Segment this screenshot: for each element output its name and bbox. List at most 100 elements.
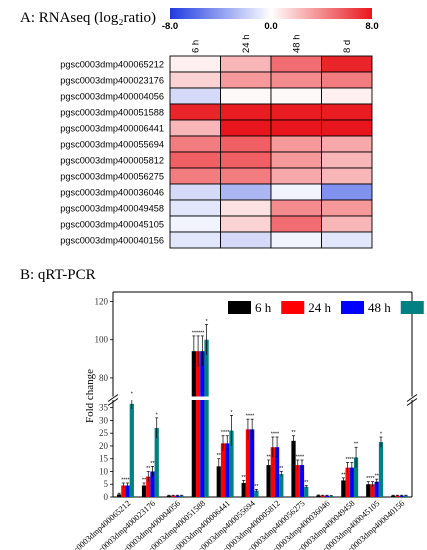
heatmap-row-label: pgsc0003dmp400004056 (60, 91, 164, 101)
y-axis-title: Fold change (84, 369, 96, 423)
heatmap-cell (220, 167, 272, 185)
significance-mark: ** (304, 480, 309, 486)
heatmap-cell (270, 215, 322, 233)
bar (374, 481, 379, 497)
y-tick-label: 80 (99, 373, 109, 383)
significance-mark: ** (146, 466, 151, 472)
heatmap-cell (270, 135, 322, 153)
heatmap-cell (321, 103, 373, 121)
legend-swatch (400, 301, 424, 314)
heatmap-cell (270, 103, 322, 121)
heatmap-cell (321, 231, 373, 249)
heatmap-cell (270, 119, 322, 137)
bar (399, 495, 404, 497)
heatmap-cell (321, 167, 373, 185)
significance-mark: ** (300, 454, 305, 460)
bar (391, 495, 396, 497)
significance-mark: ** (125, 477, 130, 483)
heatmap-cell (270, 71, 322, 89)
heatmap-row-label: pgsc0003dmp400049458 (60, 203, 164, 213)
significance-mark: ** (200, 330, 205, 336)
bar (378, 442, 384, 497)
bar (245, 429, 251, 497)
heatmap-cell (169, 135, 221, 153)
heatmap-cell (169, 151, 221, 169)
axis-break-mark (107, 394, 119, 402)
heatmap-cell (169, 55, 221, 73)
bar (129, 403, 134, 497)
significance-mark: * (131, 392, 134, 398)
significance-mark: ** (271, 432, 276, 438)
bar (299, 465, 305, 497)
bar (341, 480, 346, 497)
bar (250, 429, 255, 497)
bar (291, 440, 296, 497)
heatmap-cell (321, 215, 373, 233)
significance-mark: ** (375, 474, 380, 480)
significance-mark: ** (221, 430, 226, 436)
bar (274, 447, 280, 497)
heatmap-cell (321, 87, 373, 105)
significance-mark: ** (279, 466, 284, 472)
significance-mark: ** (250, 414, 255, 420)
significance-mark: ** (142, 477, 147, 483)
heatmap-row-label: pgsc0003dmp400055694 (60, 139, 164, 149)
heatmap-cell (321, 135, 373, 153)
heatmap: 6 h 24 h 48 h 8 d pgsc0003dmp400065212 pgsc00… (60, 35, 373, 249)
heatmap-cell (270, 55, 322, 73)
panel-b-title: B: qRT-PCR (20, 267, 96, 283)
bar (225, 443, 230, 497)
significance-mark: ** (217, 453, 222, 459)
heatmap-cell (321, 55, 373, 73)
heatmap-row-label: pgsc0003dmp400006441 (60, 123, 164, 133)
y-tick-label: 100 (95, 335, 109, 345)
bar (324, 495, 330, 497)
bar (150, 471, 155, 497)
heatmap-col-label: 24 h (241, 35, 252, 54)
significance-mark: ** (350, 457, 355, 463)
heatmap-row-label: pgsc0003dmp400040156 (60, 235, 164, 245)
significance-mark: ** (150, 461, 155, 467)
heatmap-cell (220, 199, 272, 217)
heatmap-cell (220, 215, 272, 233)
y-tick-label: 0 (104, 492, 109, 502)
bar (154, 428, 159, 497)
bar (191, 351, 196, 497)
y-tick-label: 15 (99, 454, 109, 464)
axis-break-mark (107, 398, 119, 406)
heatmap-cell (270, 167, 322, 185)
bar (254, 490, 259, 497)
bar (270, 447, 275, 497)
heatmap-row-label: pgsc0003dmp400065212 (60, 59, 164, 69)
significance-mark: ** (254, 484, 259, 490)
scale-max-label: 8.0 (365, 21, 378, 32)
bar (266, 465, 271, 497)
y-tick-label: 10 (99, 466, 109, 476)
bar (366, 484, 371, 497)
axis-break-gap (107, 396, 418, 400)
bar (395, 495, 400, 497)
legend-swatch (281, 301, 305, 314)
heatmap-col-label: 6 h (190, 40, 201, 53)
heatmap-cell (321, 119, 373, 137)
heatmap-row-label: pgsc0003dmp400005812 (60, 155, 164, 165)
bar (216, 466, 221, 497)
bar (175, 495, 180, 497)
scale-min-label: -8.0 (162, 21, 178, 32)
bar (204, 339, 209, 497)
significance-mark: ** (121, 477, 126, 483)
heatmap-cell (220, 135, 272, 153)
legend-label: 6 h (255, 300, 272, 315)
heatmap-cell (220, 119, 272, 137)
bar (320, 495, 325, 497)
panel-a-title: A: RNAseq (log₂ratio) (20, 10, 156, 26)
significance-mark: ** (341, 472, 346, 478)
bar (353, 457, 359, 497)
bar (171, 495, 176, 497)
y-tick-label: 20 (99, 441, 109, 451)
significance-mark: * (156, 412, 159, 418)
significance-mark: ** (246, 414, 251, 420)
heatmap-row-label: pgsc0003dmp400051588 (60, 107, 164, 117)
heatmap-cell (220, 87, 272, 105)
bar (316, 495, 321, 497)
